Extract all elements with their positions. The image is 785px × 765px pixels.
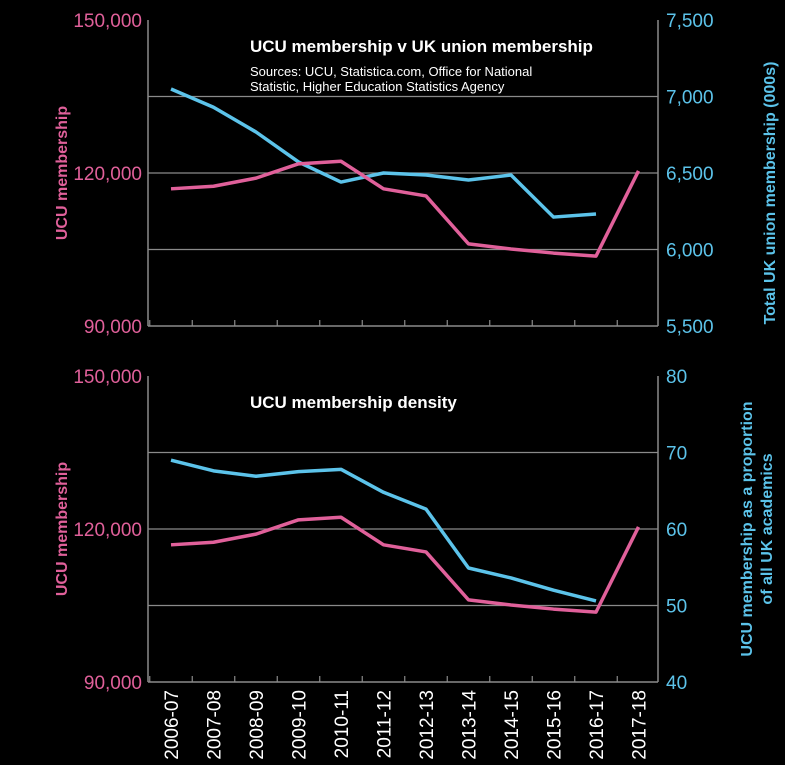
right-tick-label: 50 [666, 597, 687, 618]
left-axis-title: UCU membership [54, 462, 71, 596]
left-tick-label: 90,000 [84, 673, 142, 694]
right-axis-title-line: UCU membership as a proportion [739, 401, 756, 656]
x-tick-label: 2011-12 [375, 690, 396, 758]
series-line-uk [170, 87, 597, 219]
x-tick-label: 2007-08 [205, 690, 226, 760]
series-line-uk [170, 458, 597, 603]
right-tick-label: 7,000 [666, 88, 714, 109]
left-axis-title: UCU membership [54, 106, 71, 240]
right-tick-label: 60 [666, 520, 687, 541]
x-tick-label: 2009-10 [290, 690, 311, 760]
x-tick-label: 2012-13 [417, 690, 438, 760]
series-line-ucu [170, 515, 641, 614]
x-tick-label: 2017-18 [630, 690, 651, 760]
left-tick-label: 150,000 [73, 11, 142, 32]
left-tick-label: 120,000 [73, 520, 142, 541]
x-tick-label: 2013-14 [460, 690, 481, 760]
x-tick-label: 2015-16 [545, 690, 566, 760]
chart-title: UCU membership v UK union membership [250, 37, 593, 56]
x-tick-label: 2016-17 [587, 690, 608, 760]
chart-subtitle-line: Sources: UCU, Statistica.com, Office for… [250, 64, 532, 79]
x-tick-label: 2014-15 [502, 690, 523, 760]
left-tick-label: 120,000 [73, 164, 142, 185]
right-tick-label: 70 [666, 444, 687, 465]
right-tick-label: 6,000 [666, 241, 714, 262]
left-tick-label: 150,000 [73, 367, 142, 388]
chart-panel-1: 90,000 120,000 150,000 5,500 6,000 6,500 7,000… [54, 11, 779, 338]
right-axis-title-line: of all UK academics [759, 453, 776, 604]
right-axis-title: Total UK union membership (000s) [762, 62, 779, 325]
chart-panel-2: 90,000 120,000 150,000 40 50 60 70 80 UCU member… [54, 367, 776, 760]
x-tick-label: 2008-09 [247, 690, 268, 760]
chart-title: UCU membership density [250, 393, 457, 412]
right-tick-label: 5,500 [666, 317, 714, 338]
x-tick-label: 2006-07 [162, 690, 183, 760]
right-tick-label: 40 [666, 673, 687, 694]
right-tick-label: 7,500 [666, 11, 714, 32]
x-tick-label: 2010-11 [332, 690, 353, 758]
left-tick-label: 90,000 [84, 317, 142, 338]
right-tick-label: 6,500 [666, 164, 714, 185]
right-tick-label: 80 [666, 367, 687, 388]
series-line-ucu [170, 159, 641, 258]
chart-subtitle-line: Statistic, Higher Education Statistics A… [250, 79, 505, 94]
